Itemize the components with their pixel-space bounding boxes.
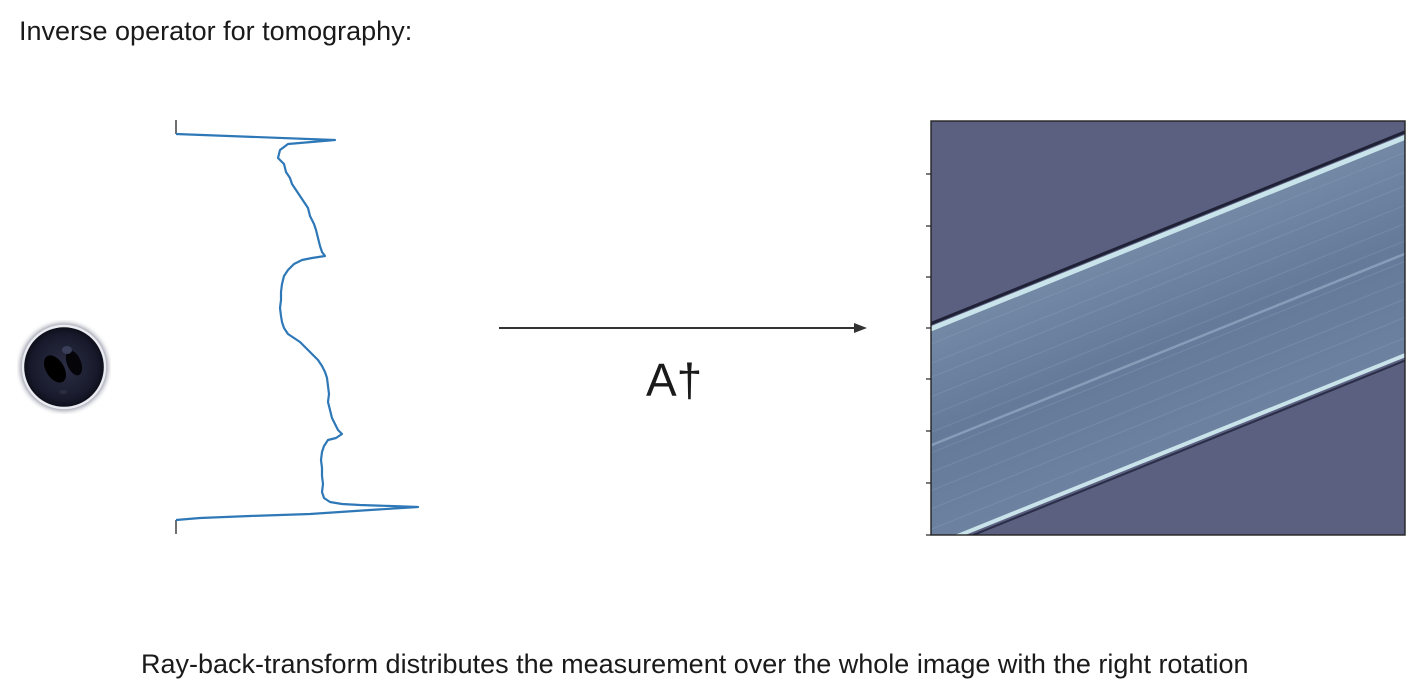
right-arrow-icon xyxy=(499,323,867,333)
backprojection-inner-line xyxy=(931,176,1405,517)
slide-title: Inverse operator for tomography: xyxy=(19,16,413,46)
slide-caption: Ray-back-transform distributes the measu… xyxy=(141,649,1249,679)
backprojection-band xyxy=(931,121,1405,535)
backprojection-edge-bottom-dark xyxy=(931,268,1405,535)
backprojection-edge-top-bright xyxy=(931,121,1405,418)
backprojection-edge-top-dark xyxy=(931,121,1405,412)
pseudo-inverse-operator-label: A† xyxy=(646,354,703,406)
projection-profile-line xyxy=(175,132,420,522)
phantom-thumbnail-icon xyxy=(20,323,108,411)
backprojection-image xyxy=(926,120,1406,536)
backprojection-edge-bottom-bright xyxy=(931,263,1405,535)
backprojection-axis-ticks xyxy=(926,173,931,536)
projection-profile-plot xyxy=(175,120,420,534)
